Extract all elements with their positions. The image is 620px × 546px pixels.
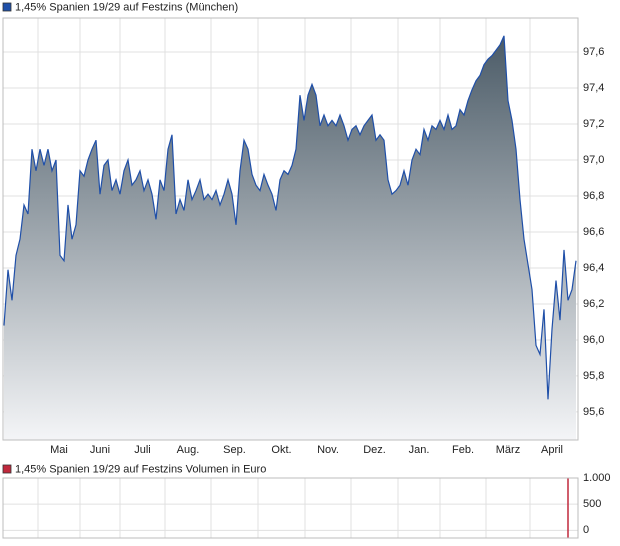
x-tick-label: Juni bbox=[90, 444, 110, 456]
x-tick-label: Aug. bbox=[177, 444, 200, 456]
x-tick-label: Dez. bbox=[363, 444, 386, 456]
x-tick-label: Sep. bbox=[223, 444, 246, 456]
y-tick-label: 96,8 bbox=[583, 190, 604, 202]
x-tick-label: Okt. bbox=[271, 444, 291, 456]
x-tick-label: April bbox=[541, 444, 563, 456]
x-tick-label: Jan. bbox=[409, 444, 430, 456]
y-tick-label: 97,4 bbox=[583, 82, 604, 94]
y-tick-label: 1.000 bbox=[583, 472, 611, 484]
y-tick-label: 97,6 bbox=[583, 46, 604, 58]
y-tick-label: 0 bbox=[583, 524, 589, 536]
y-tick-label: 500 bbox=[583, 498, 601, 510]
y-tick-label: 96,0 bbox=[583, 334, 604, 346]
y-tick-label: 96,2 bbox=[583, 298, 604, 310]
x-tick-label: Feb. bbox=[452, 444, 474, 456]
price-line bbox=[3, 35, 577, 400]
y-tick-label: 97,0 bbox=[583, 154, 604, 166]
y-tick-label: 96,4 bbox=[583, 262, 604, 274]
x-tick-label: Juli bbox=[134, 444, 151, 456]
plot-border bbox=[2, 477, 579, 539]
y-tick-label: 96,6 bbox=[583, 226, 604, 238]
plot-frame bbox=[2, 477, 579, 539]
legend-swatch bbox=[2, 2, 12, 12]
y-tick-label: 95,6 bbox=[583, 406, 604, 418]
x-tick-label: Nov. bbox=[317, 444, 339, 456]
legend-swatch bbox=[2, 464, 12, 474]
volume-bar bbox=[567, 478, 569, 538]
x-tick-label: Mai bbox=[50, 444, 68, 456]
y-tick-label: 95,8 bbox=[583, 370, 604, 382]
area-fill bbox=[4, 35, 576, 441]
legend-label: 1,45% Spanien 19/29 auf Festzins Volumen… bbox=[15, 463, 266, 475]
x-tick-label: März bbox=[496, 444, 520, 456]
plot-border bbox=[2, 17, 579, 441]
legend-label: 1,45% Spanien 19/29 auf Festzins (Münche… bbox=[15, 1, 238, 13]
y-tick-label: 97,2 bbox=[583, 118, 604, 130]
